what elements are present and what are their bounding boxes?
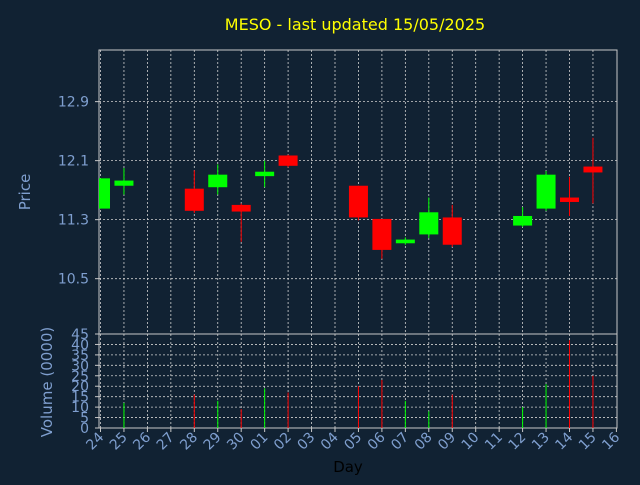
candle-body — [419, 212, 439, 235]
volume-axis-label: Volume (0000) — [38, 327, 56, 437]
volume-tick-label: 0 — [80, 421, 89, 437]
candle-body — [372, 218, 392, 250]
volume-tick-label: 35 — [71, 348, 89, 364]
price-tick-label: 11.3 — [58, 213, 89, 229]
price-tick-label: 10.5 — [58, 272, 89, 288]
candle-body — [395, 239, 415, 244]
x-axis: 24 25 26 27 28 29 30 01 02 03 04 05 06 07 08 09 10 11 12 13… — [83, 428, 623, 453]
candle-body — [583, 166, 603, 173]
price-tick-label: 12.9 — [58, 95, 89, 111]
volume-tick-label: 40 — [71, 337, 89, 353]
volume-tick-label: 30 — [71, 358, 89, 374]
chart-title: MESO - last updated 15/05/2025 — [225, 15, 485, 34]
candle-body — [536, 174, 556, 209]
candle-body — [99, 178, 110, 209]
volume-tick-label: 5 — [80, 411, 89, 427]
candle-body — [348, 185, 368, 218]
candle-body — [442, 217, 462, 245]
candle-body — [278, 155, 298, 166]
volume-tick-label: 25 — [71, 369, 89, 385]
volume-tick-label: 45 — [71, 327, 89, 343]
x-axis-label: Day — [333, 458, 363, 476]
volume-tick-label: 20 — [71, 379, 89, 395]
price-tick-label: 12.1 — [58, 154, 89, 170]
volume-tick-label: 15 — [71, 390, 89, 406]
candle-body — [560, 197, 579, 202]
candle-body — [255, 171, 275, 177]
price-axis-label: Price — [16, 174, 34, 211]
candle-body — [184, 188, 204, 211]
candle-body — [231, 204, 251, 212]
price-panel: 10.5 11.3 12.1 12.9 — [58, 49, 618, 335]
candle-body — [208, 174, 228, 188]
volume-tick-label: 10 — [71, 400, 89, 416]
candle-body — [513, 215, 533, 226]
candle-body — [114, 180, 134, 186]
